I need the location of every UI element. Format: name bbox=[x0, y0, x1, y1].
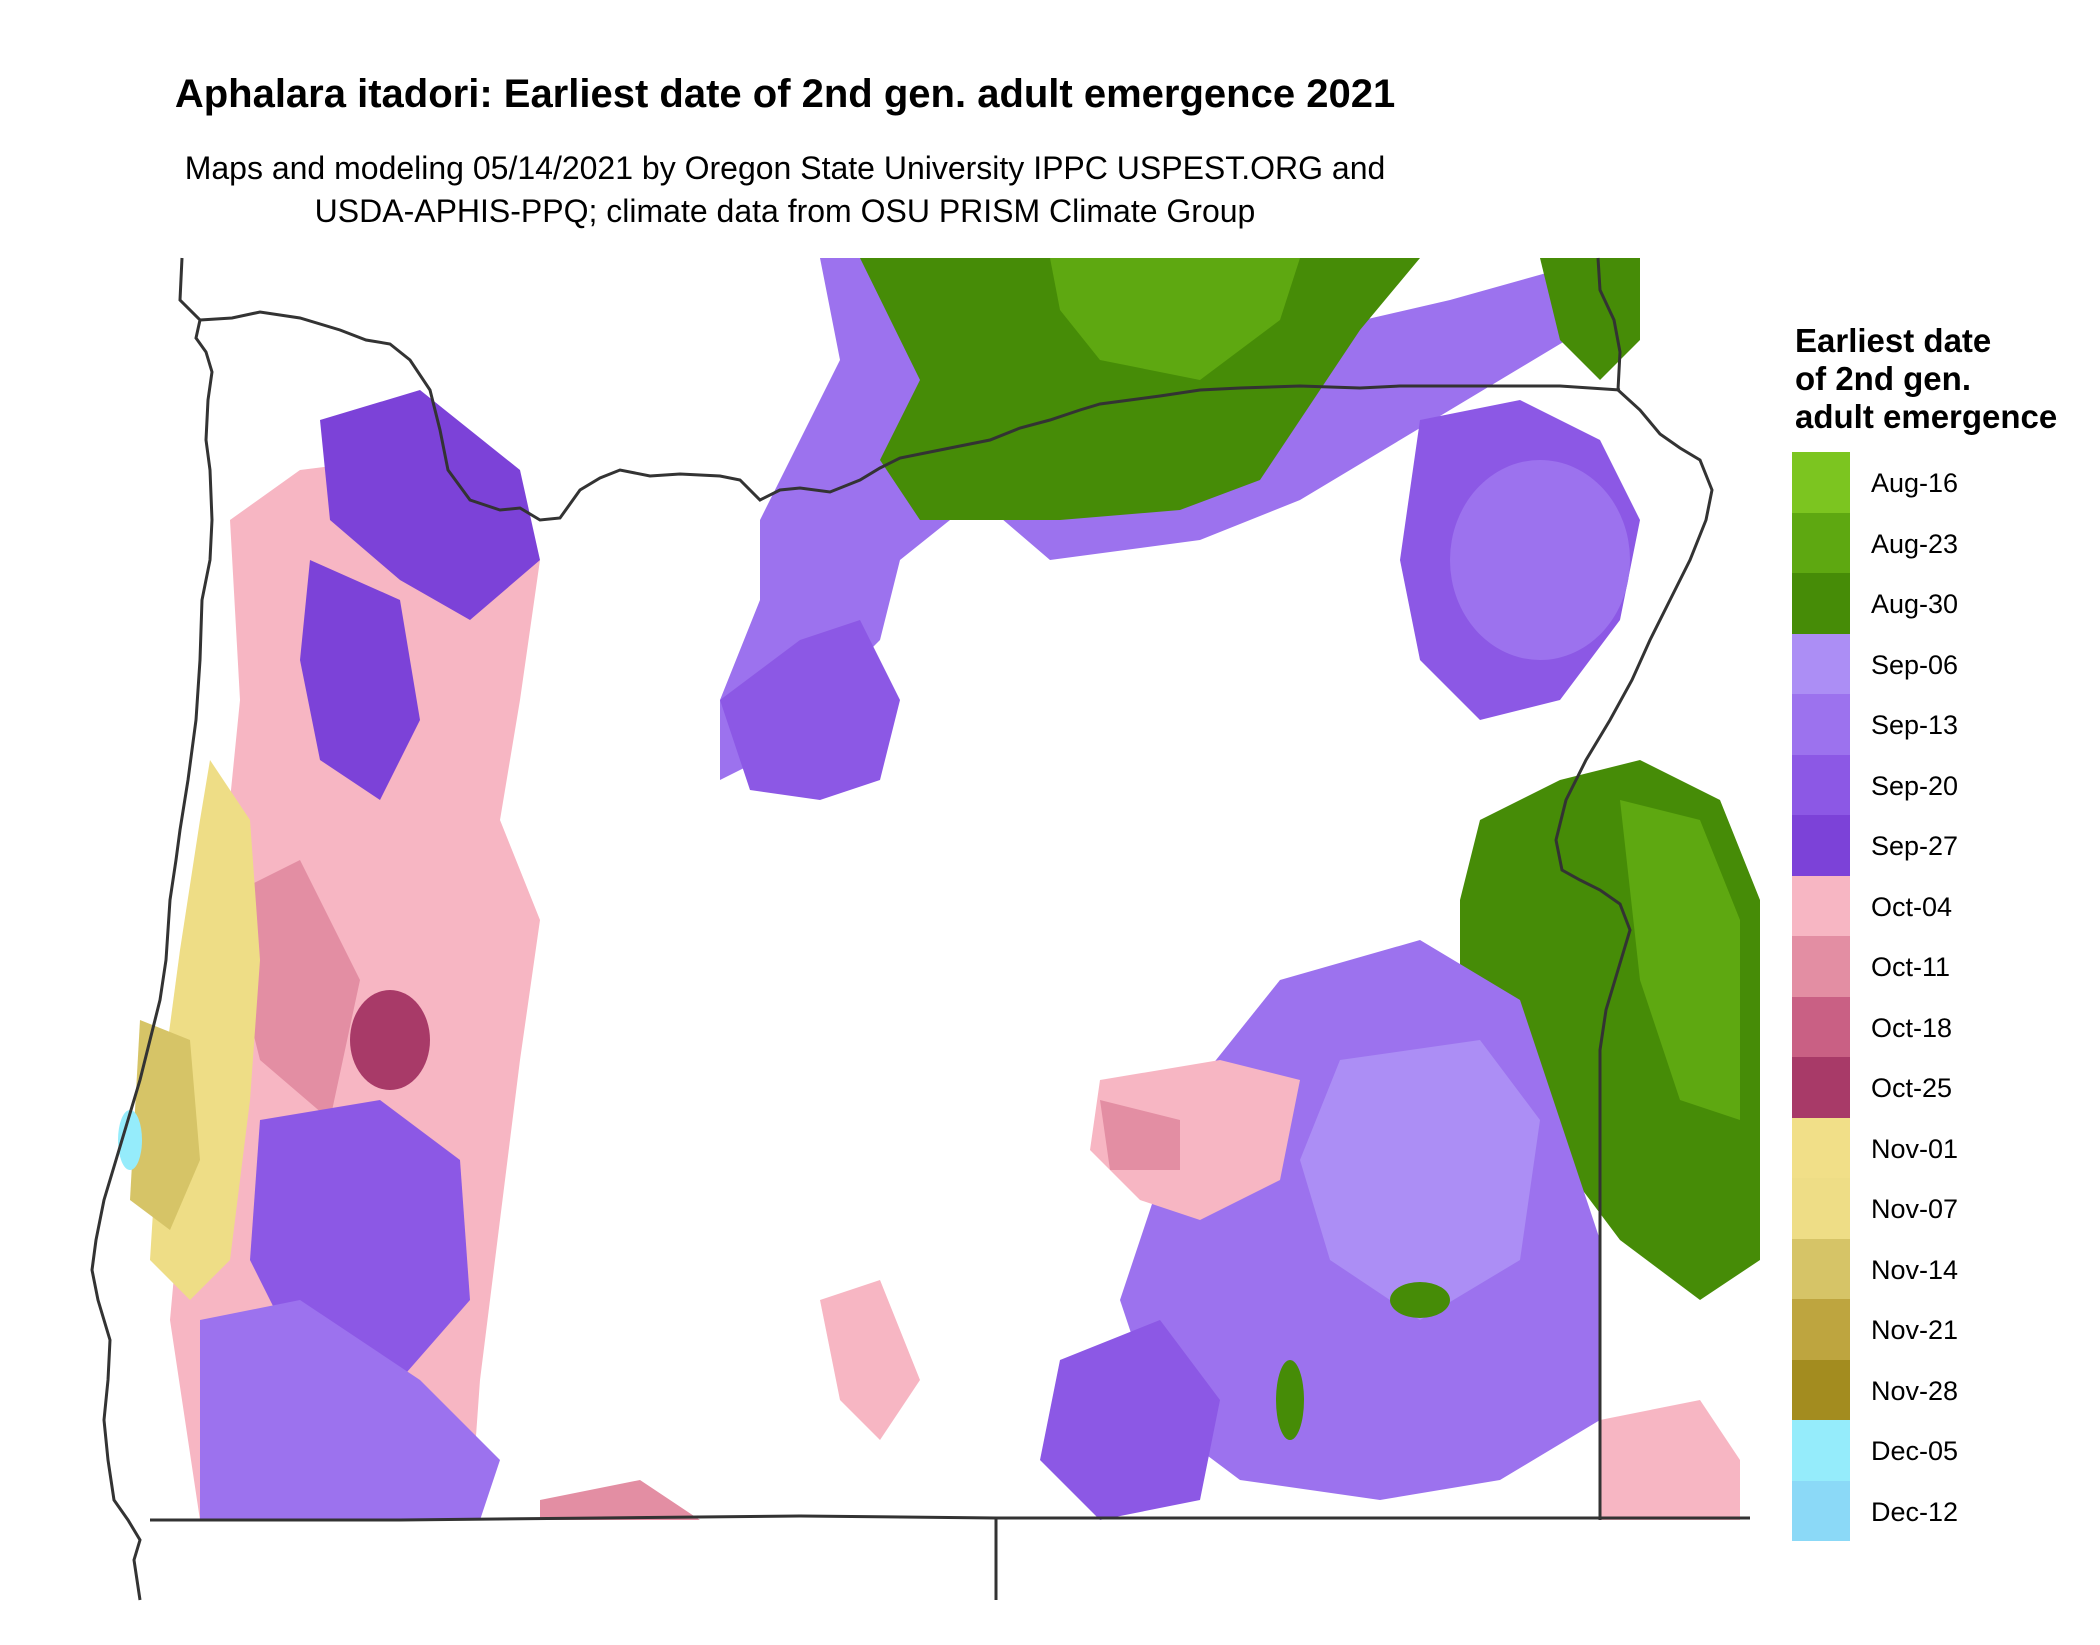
zone-aug-23-columbia-basin bbox=[1050, 258, 1300, 380]
map-subtitle-line-2: USDA-APHIS-PPQ; climate data from OSU PR… bbox=[314, 193, 1256, 229]
zone-oct-04-south-central bbox=[820, 1280, 920, 1440]
zone-sep-13-blue-mountains-inner bbox=[1450, 460, 1630, 660]
zone-oct-11-central bbox=[1100, 1100, 1180, 1170]
legend-label: Dec-05 bbox=[1871, 1436, 1959, 1466]
legend-swatch bbox=[1792, 633, 1850, 694]
map-title: Aphalara itadori: Earliest date of 2nd g… bbox=[174, 72, 1396, 116]
zone-oct-25-west bbox=[350, 990, 430, 1090]
legend-label: Sep-13 bbox=[1871, 710, 1959, 740]
legend-swatch bbox=[1792, 452, 1850, 513]
legend-swatch bbox=[1792, 1178, 1850, 1239]
legend-label: Nov-14 bbox=[1871, 1254, 1959, 1285]
legend-swatch bbox=[1792, 1420, 1850, 1481]
legend-label: Aug-16 bbox=[1871, 468, 1959, 498]
legend-title-line: Earliest date bbox=[1795, 322, 1992, 359]
zone-nov-14-coast bbox=[130, 1020, 200, 1230]
oregon-idaho-border bbox=[1554, 257, 1714, 1520]
zone-aug-30-steens bbox=[1276, 1360, 1304, 1440]
legend-label: Oct-18 bbox=[1871, 1012, 1953, 1043]
legend-swatch bbox=[1792, 1057, 1850, 1118]
legend-swatch bbox=[1792, 936, 1850, 997]
legend-swatch bbox=[1792, 996, 1850, 1057]
legend-swatch bbox=[1792, 1238, 1850, 1299]
zone-aug-30-columbia-basin bbox=[860, 258, 1420, 520]
legend-label: Aug-30 bbox=[1871, 589, 1959, 619]
oregon-northern-border bbox=[199, 310, 1621, 522]
zone-sep-27-willamette bbox=[300, 560, 420, 800]
zone-sep-27-northwest bbox=[320, 390, 540, 620]
legend-swatch bbox=[1792, 1299, 1850, 1360]
legend-swatch bbox=[1792, 875, 1850, 936]
zone-aug-30-south-patch bbox=[1390, 1282, 1450, 1318]
legend-swatch bbox=[1792, 512, 1850, 573]
oregon-coastline bbox=[90, 257, 214, 1601]
legend-swatch bbox=[1792, 754, 1850, 815]
legend-label: Sep-06 bbox=[1871, 649, 1959, 680]
zone-oct-04-central bbox=[1090, 1060, 1300, 1220]
map-subtitle-line-1: Maps and modeling 05/14/2021 by Oregon S… bbox=[184, 150, 1386, 186]
legend-label: Sep-20 bbox=[1871, 770, 1959, 801]
legend-label: Aug-23 bbox=[1871, 528, 1959, 559]
legend-swatch bbox=[1792, 573, 1850, 634]
legend-label: Nov-01 bbox=[1871, 1133, 1959, 1164]
legend-title-line: of 2nd gen. bbox=[1795, 360, 1971, 397]
zone-sep-20-deschutes bbox=[720, 620, 900, 800]
legend-label: Oct-04 bbox=[1871, 891, 1953, 922]
zone-sep-13-southwest bbox=[200, 1300, 500, 1520]
legend-label: Oct-25 bbox=[1871, 1073, 1953, 1103]
emergence-zones bbox=[118, 258, 1760, 1520]
state-boundaries bbox=[90, 257, 1750, 1601]
legend-label: Nov-07 bbox=[1871, 1194, 1959, 1224]
legend-swatch bbox=[1792, 1117, 1850, 1178]
zone-aug-30-northeast bbox=[1540, 258, 1640, 380]
zone-sep-06-southeast bbox=[1300, 1040, 1540, 1320]
legend-title: Earliest date of 2nd gen. adult emergenc… bbox=[1795, 322, 2057, 436]
legend-swatch bbox=[1792, 1359, 1850, 1420]
legend-label: Nov-21 bbox=[1871, 1315, 1959, 1345]
legend-title-line: adult emergence bbox=[1795, 398, 2058, 435]
zone-dec-05-coast bbox=[118, 1110, 142, 1170]
legend-label: Nov-28 bbox=[1871, 1375, 1959, 1406]
zone-oct-11-south bbox=[540, 1480, 700, 1520]
legend-label: Sep-27 bbox=[1871, 831, 1959, 861]
zone-sep-20-south bbox=[1040, 1320, 1220, 1520]
legend-label: Dec-12 bbox=[1871, 1496, 1959, 1527]
legend-label: Oct-11 bbox=[1871, 952, 1951, 982]
zone-aug-23-east bbox=[1620, 800, 1740, 1120]
legend-swatch bbox=[1792, 815, 1850, 876]
legend-swatch bbox=[1792, 694, 1850, 755]
zone-oct-04-southeast-corner bbox=[1600, 1400, 1740, 1520]
legend-swatch bbox=[1792, 1480, 1850, 1541]
